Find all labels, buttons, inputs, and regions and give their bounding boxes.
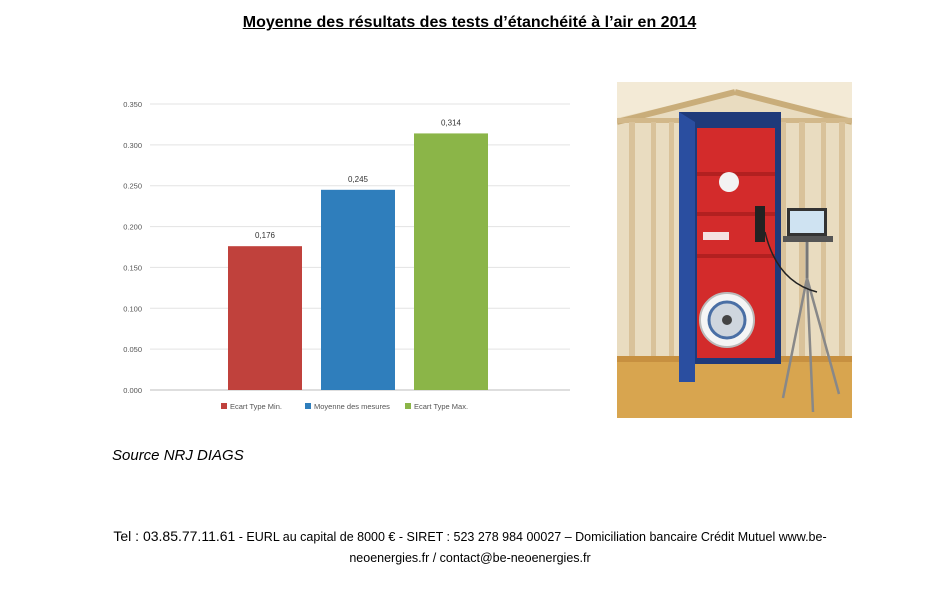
legend-swatch bbox=[305, 403, 311, 409]
footer-contact: neoenergies.fr / contact@be-neoenergies.… bbox=[349, 551, 591, 565]
y-tick-label: 0.050 bbox=[123, 345, 142, 354]
page-title: Moyenne des résultats des tests d’étanch… bbox=[242, 14, 697, 31]
source-note: Source NRJ DIAGS bbox=[112, 447, 244, 464]
y-tick-label: 0.300 bbox=[123, 141, 142, 150]
blower-door-illustration bbox=[616, 82, 853, 418]
footer-company-info: - EURL au capital de 8000 € - SIRET : 52… bbox=[235, 530, 827, 544]
y-tick-label: 0.100 bbox=[123, 304, 142, 313]
legend-label: Moyenne des mesures bbox=[314, 402, 390, 411]
y-tick-label: 0.150 bbox=[123, 263, 142, 272]
footer: Tel : 03.85.77.11.61 - EURL au capital d… bbox=[40, 526, 900, 569]
legend-label: Ecart Type Min. bbox=[230, 402, 282, 411]
data-label: 0,176 bbox=[255, 231, 276, 240]
legend-label: Ecart Type Max. bbox=[414, 402, 468, 411]
bar bbox=[228, 246, 302, 390]
bar-chart: 0.000 0.050 0.100 0.150 0.200 0.250 0.300 0.350… bbox=[100, 90, 585, 420]
blower-door-photo bbox=[616, 82, 853, 418]
legend-swatch bbox=[405, 403, 411, 409]
chart-svg: 0.000 0.050 0.100 0.150 0.200 0.250 0.300 0.350… bbox=[123, 100, 570, 411]
data-label: 0,314 bbox=[441, 118, 462, 127]
y-tick-label: 0.350 bbox=[123, 100, 142, 109]
bar bbox=[321, 189, 395, 390]
y-tick-label: 0.200 bbox=[123, 223, 142, 232]
data-label: 0,245 bbox=[348, 175, 369, 184]
y-tick-label: 0.250 bbox=[123, 182, 142, 191]
legend-swatch bbox=[221, 403, 227, 409]
footer-phone: Tel : 03.85.77.11.61 bbox=[113, 528, 236, 544]
bar bbox=[414, 133, 488, 390]
y-tick-label: 0.000 bbox=[123, 386, 142, 395]
